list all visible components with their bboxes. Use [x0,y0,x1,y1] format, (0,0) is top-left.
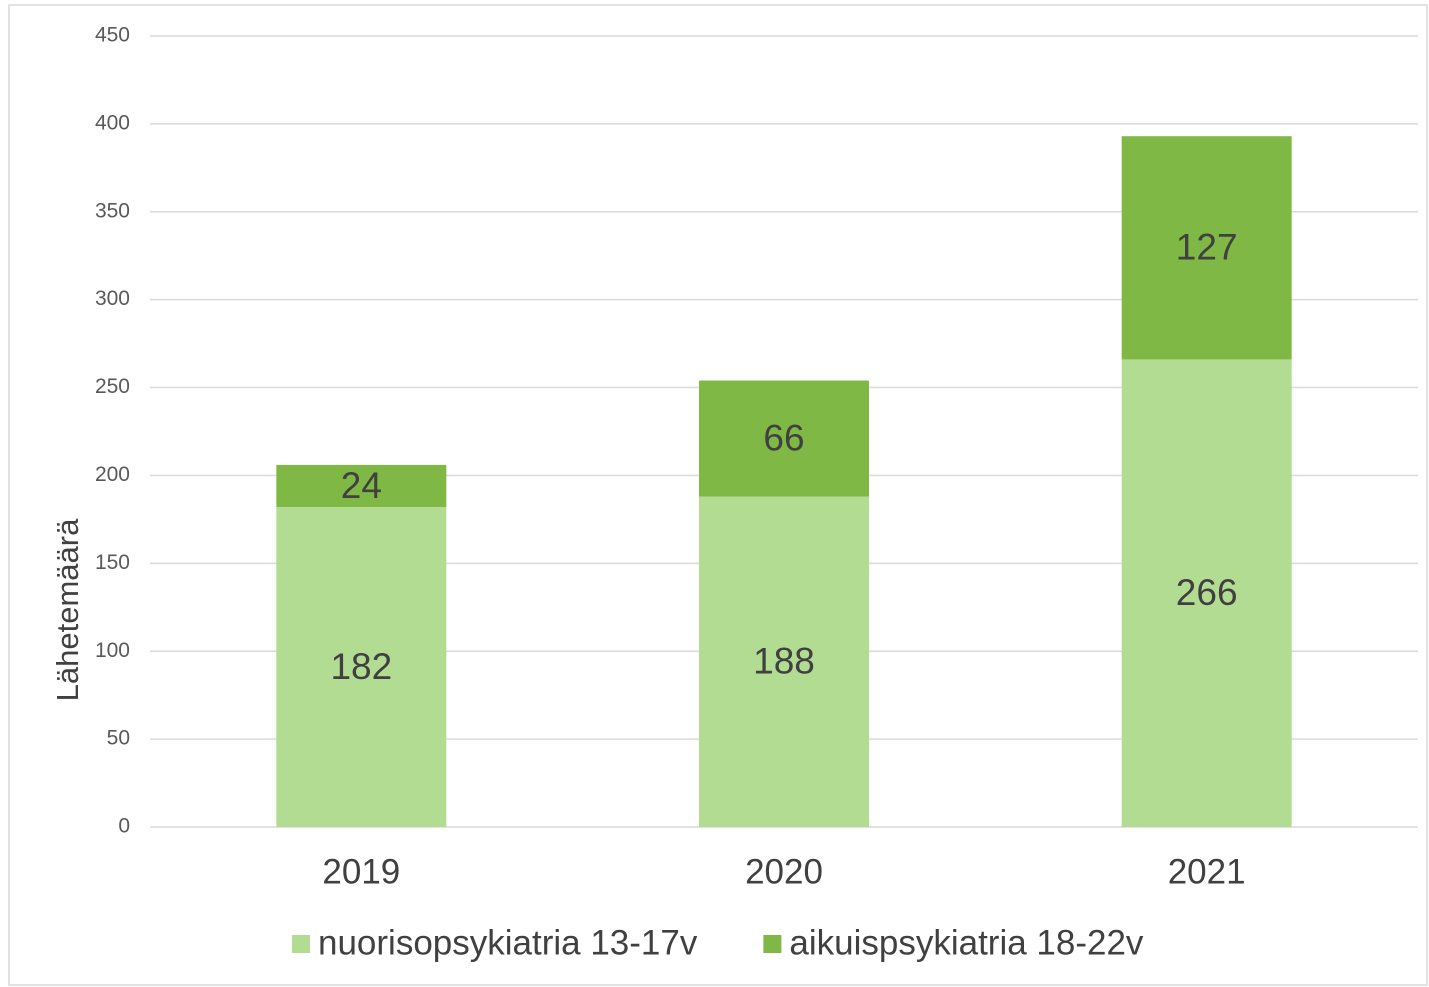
y-tick-label: 450 [95,24,130,47]
bar-segment [699,496,869,827]
bar-segment [276,507,447,827]
y-tick-label: 200 [95,463,130,486]
y-tick-label: 150 [95,551,130,574]
y-tick-label: 50 [107,727,130,750]
y-tick-label: 300 [95,287,130,310]
bar-segment [699,380,869,497]
legend-swatch [292,935,310,953]
bar-segment [276,464,447,508]
y-tick-label: 100 [95,639,130,662]
y-tick-label: 400 [95,111,130,134]
data-label: 127 [1176,227,1238,268]
y-tick-label: 0 [118,815,130,838]
legend-label: aikuispsykiatria 18-22v [789,923,1144,962]
bar-segment [1121,359,1292,827]
y-tick-label: 350 [95,199,130,222]
legend-label: nuorisopsykiatria 13-17v [318,923,698,962]
x-tick-label: 2020 [745,852,823,891]
legend-swatch [763,935,782,953]
bar-segment [1121,136,1292,360]
y-axis-label: Lähetemäärä [50,518,85,701]
data-label: 24 [341,465,382,506]
data-label: 266 [1176,572,1238,613]
x-tick-label: 2021 [1168,852,1246,891]
data-label: 182 [330,646,392,687]
data-label: 66 [763,417,804,458]
x-tick-label: 2019 [322,852,400,891]
data-label: 188 [753,641,815,682]
y-tick-label: 250 [95,375,130,398]
